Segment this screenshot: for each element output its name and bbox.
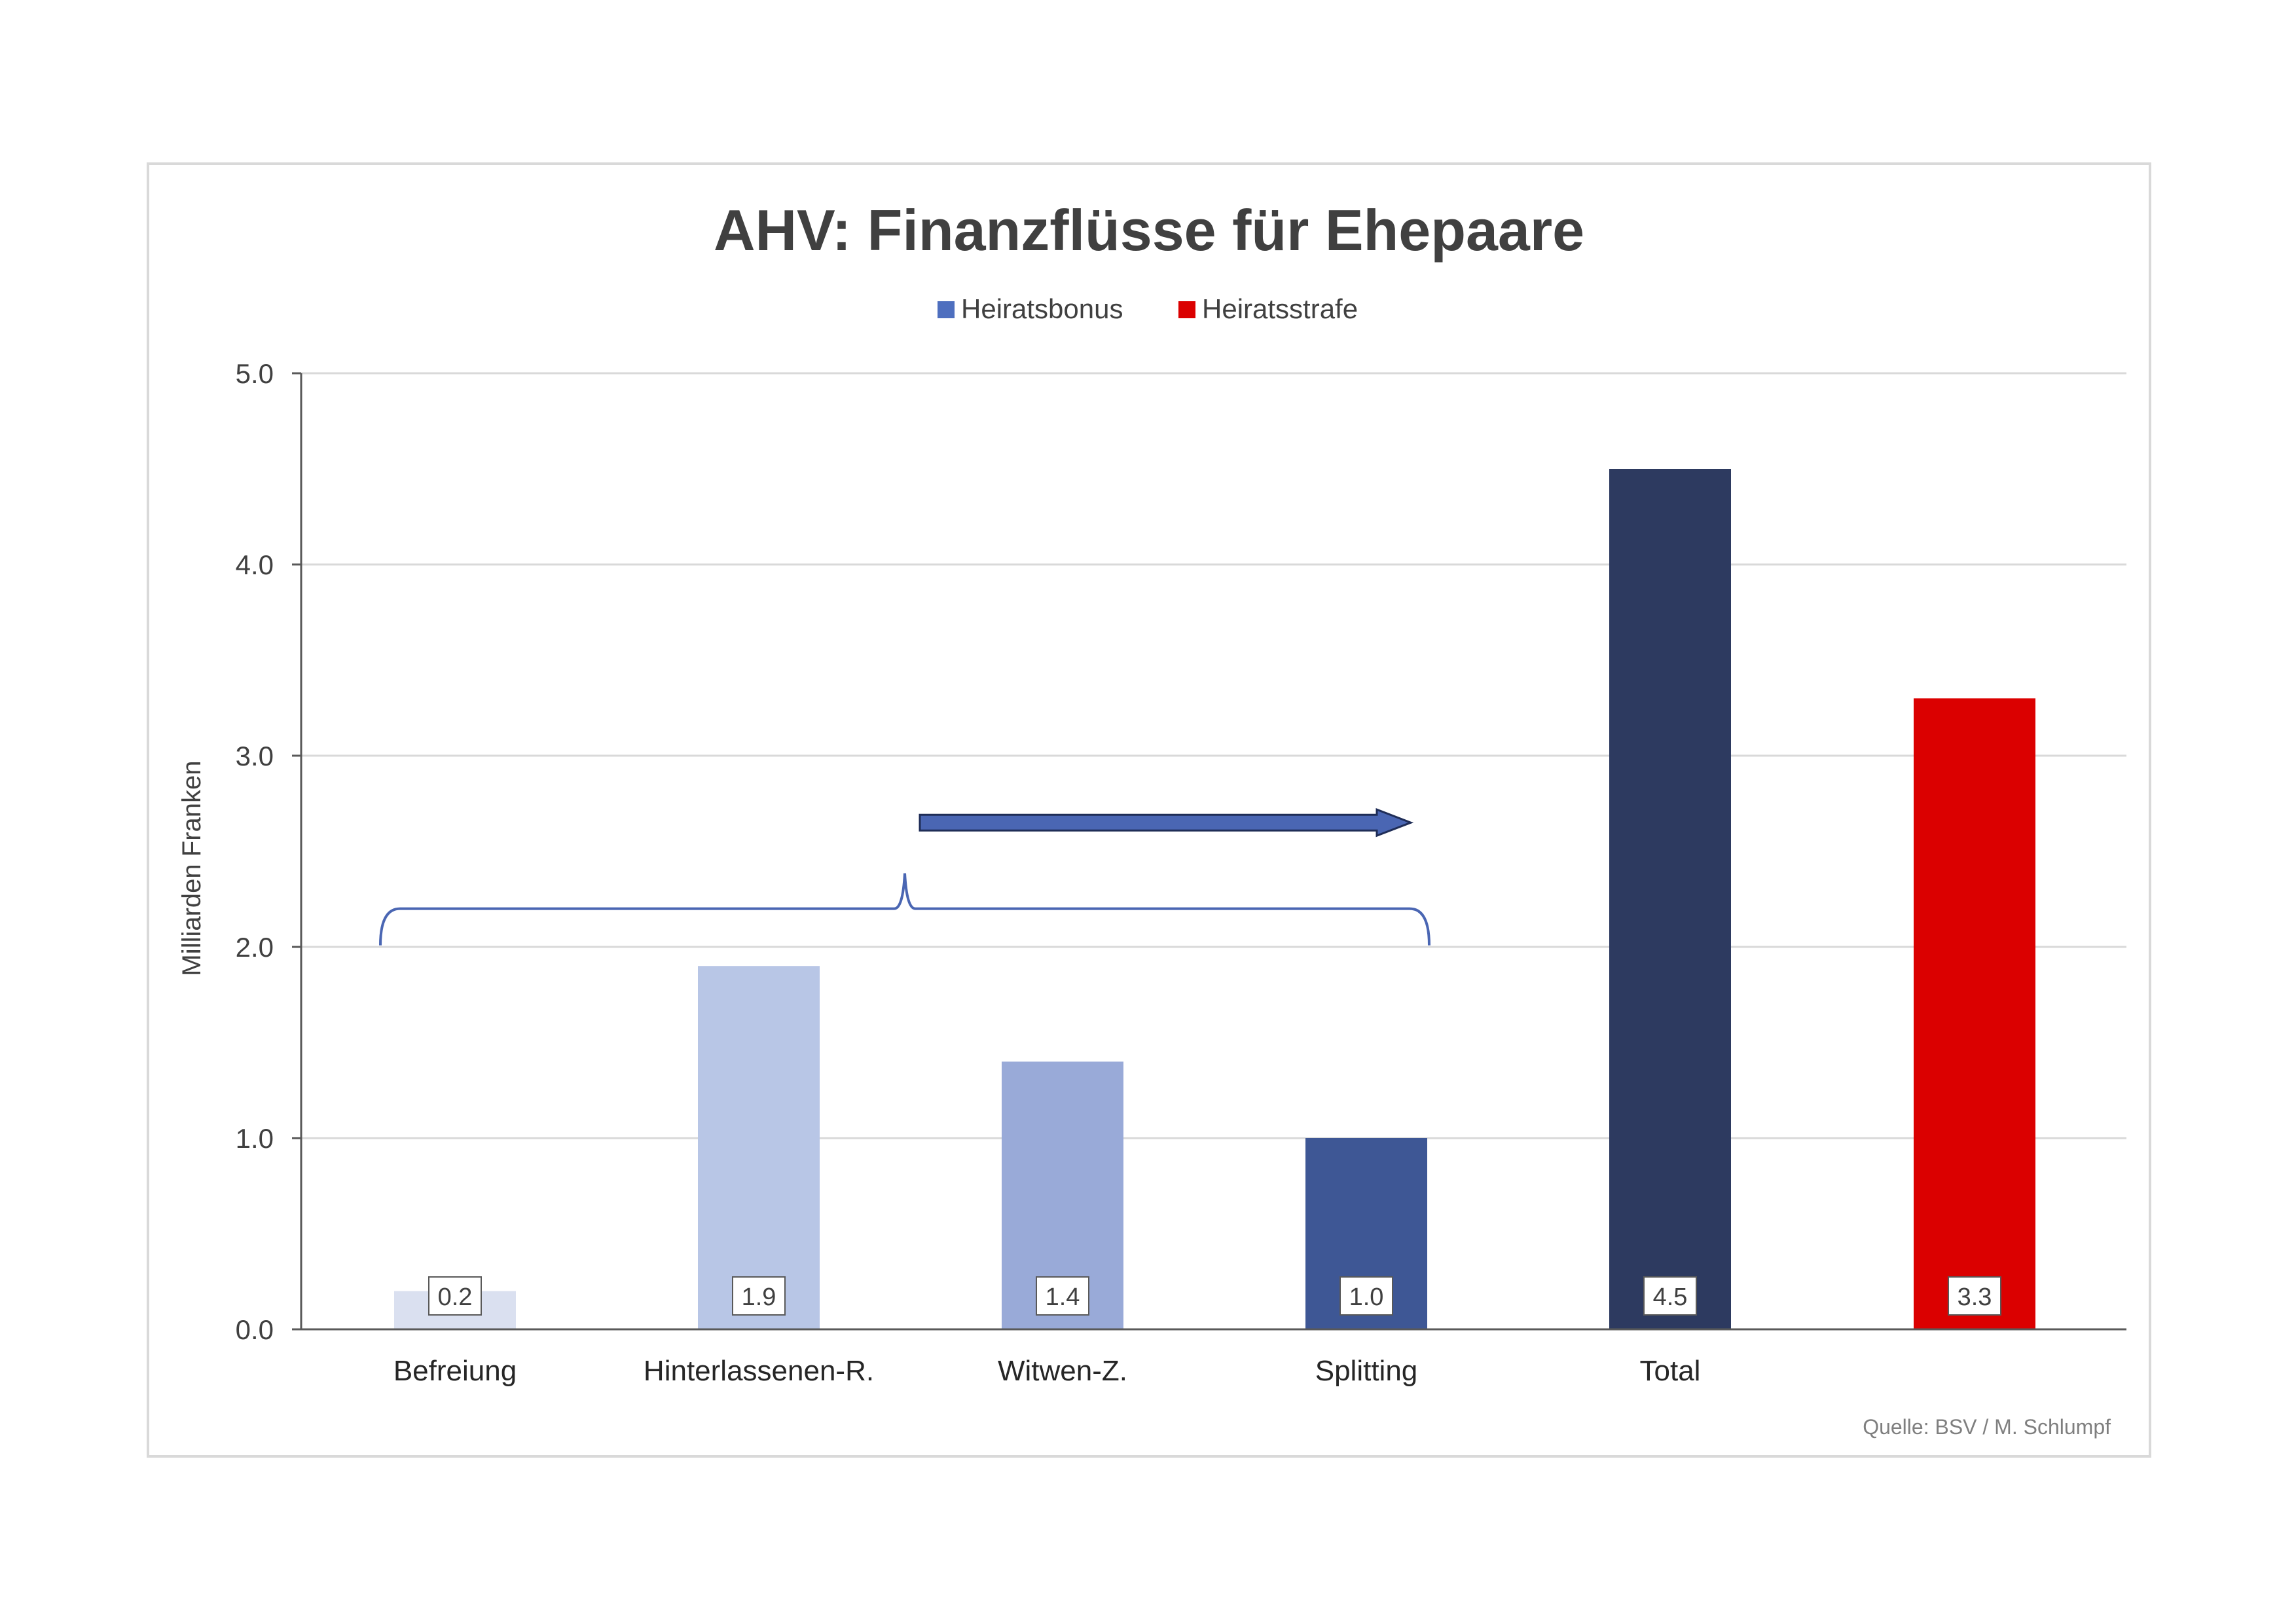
chart-title: AHV: Finanzflüsse für Ehepaare xyxy=(714,198,1584,263)
data-label-text: 0.2 xyxy=(438,1283,473,1311)
category-label: Befreiung xyxy=(393,1355,517,1387)
category-labels: Befreiung Hinterlassenen-R. Witwen-Z. Split… xyxy=(393,1355,1701,1387)
data-label-box xyxy=(1948,1276,2001,1316)
bar xyxy=(1914,698,2035,1329)
data-label: 0.2 xyxy=(428,1276,482,1316)
data-label: 1.9 xyxy=(732,1276,786,1316)
data-label-box xyxy=(1643,1276,1697,1316)
chart-frame xyxy=(147,162,2151,1458)
y-tick-label: 3.0 xyxy=(236,741,274,771)
data-label-text: 3.3 xyxy=(1958,1283,1992,1311)
legend-swatch-heiratsbonus xyxy=(938,301,955,318)
category-label: Witwen-Z. xyxy=(998,1355,1127,1387)
data-label: 1.0 xyxy=(1339,1276,1393,1316)
y-tick-label: 1.0 xyxy=(236,1123,274,1154)
legend: Heiratsbonus Heiratsstrafe xyxy=(938,293,1358,324)
y-tick-label: 2.0 xyxy=(236,932,274,963)
data-label-text: 1.4 xyxy=(1046,1283,1080,1311)
data-label-box xyxy=(1339,1276,1393,1316)
category-label: Hinterlassenen-R. xyxy=(644,1355,874,1387)
category-label: Splitting xyxy=(1315,1355,1418,1387)
curly-brace xyxy=(379,873,1430,946)
data-label: 1.4 xyxy=(1036,1276,1089,1316)
legend-swatch-heiratsstrafe xyxy=(1178,301,1195,318)
legend-label-heiratsstrafe: Heiratsstrafe xyxy=(1202,293,1358,324)
y-tick-label: 4.0 xyxy=(236,549,274,580)
data-label-text: 4.5 xyxy=(1653,1283,1688,1311)
category-label: Total xyxy=(1640,1355,1701,1387)
y-axis-ticks: 0.0 1.0 2.0 3.0 4.0 5.0 xyxy=(236,358,301,1345)
data-label: 4.5 xyxy=(1643,1276,1697,1316)
data-label-text: 1.0 xyxy=(1349,1283,1384,1311)
right-arrow xyxy=(919,808,1414,838)
data-label: 3.3 xyxy=(1948,1276,2001,1316)
data-label-text: 1.9 xyxy=(742,1283,776,1311)
axes xyxy=(300,373,2126,1331)
bar xyxy=(1609,469,1731,1329)
data-labels: 0.2 1.9 1.4 1.0 4.5 3.3 xyxy=(428,1276,2001,1316)
legend-label-heiratsbonus: Heiratsbonus xyxy=(961,293,1123,324)
y-tick-label: 5.0 xyxy=(236,358,274,389)
source-note: Quelle: BSV / M. Schlumpf xyxy=(1863,1415,2111,1439)
data-label-box xyxy=(1036,1276,1089,1316)
gridlines xyxy=(301,372,2126,1139)
y-axis-label: Milliarden Franken xyxy=(177,760,206,976)
annotations xyxy=(379,808,1430,946)
y-tick-label: 0.0 xyxy=(236,1314,274,1345)
data-label-box xyxy=(428,1276,482,1316)
bars xyxy=(394,469,2035,1329)
data-label-box xyxy=(732,1276,786,1316)
bar xyxy=(698,966,820,1329)
